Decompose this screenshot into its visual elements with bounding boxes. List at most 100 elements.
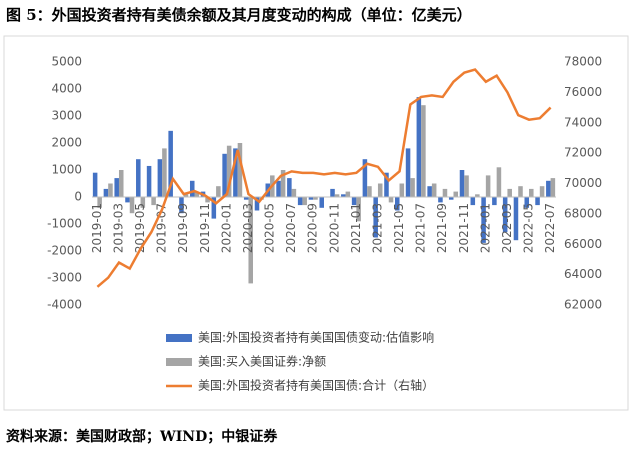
bar xyxy=(507,188,512,197)
x-tick-label: 2022-07 xyxy=(543,203,557,253)
bar xyxy=(146,165,152,197)
bar xyxy=(485,175,491,197)
x-tick-label: 2021-07 xyxy=(414,203,428,253)
x-tick-label: 2020-03 xyxy=(241,203,255,253)
bar xyxy=(341,194,346,197)
bar xyxy=(125,197,130,203)
legend-swatch xyxy=(166,358,192,366)
bar xyxy=(481,197,486,243)
bar xyxy=(388,197,394,203)
x-tick-label: 2020-07 xyxy=(284,203,298,253)
y2-tick-label: 68000 xyxy=(564,206,602,220)
bar xyxy=(442,188,448,197)
bar xyxy=(438,197,443,203)
y-tick-label: 0 xyxy=(74,190,82,204)
bar xyxy=(416,97,422,197)
line xyxy=(96,68,552,288)
bar xyxy=(103,188,109,197)
bar xyxy=(421,105,426,197)
y2-tick-label: 74000 xyxy=(564,115,602,129)
x-tick-label: 2022-05 xyxy=(522,203,536,253)
x-tick-label: 2021-11 xyxy=(457,203,471,253)
bar xyxy=(276,180,281,197)
x-tick-label: 2019-09 xyxy=(176,203,190,253)
bar xyxy=(470,197,476,206)
x-tick-label: 2019-05 xyxy=(133,203,147,253)
y-tick-label: 5000 xyxy=(51,55,82,69)
bar xyxy=(226,145,232,197)
bar xyxy=(302,197,307,206)
bar xyxy=(535,197,540,206)
bar xyxy=(453,191,459,197)
x-tick-label: 2020-09 xyxy=(306,203,320,253)
bar xyxy=(162,148,167,197)
bar xyxy=(405,148,411,197)
bar xyxy=(475,194,480,197)
bar xyxy=(345,191,351,197)
bar xyxy=(492,197,497,206)
y-tick-label: -2000 xyxy=(47,244,82,258)
y-tick-label: 4000 xyxy=(51,82,82,96)
x-tick-label: 2021-03 xyxy=(370,203,384,253)
bar xyxy=(216,186,221,197)
bar xyxy=(168,130,173,197)
legend-label: 美国:外国投资者持有美国国债变动:估值影响 xyxy=(198,330,434,345)
bar xyxy=(237,143,243,197)
bar xyxy=(539,186,545,197)
bar xyxy=(254,197,260,211)
bar xyxy=(157,159,163,197)
bar xyxy=(183,194,189,197)
legend-label: 美国:外国投资者持有美国国债:合计（右轴） xyxy=(198,378,434,393)
y-tick-label: -3000 xyxy=(47,271,82,285)
y2-tick-label: 66000 xyxy=(564,237,602,251)
bar xyxy=(189,180,195,197)
x-tick-label: 2020-11 xyxy=(327,203,341,253)
bar xyxy=(129,197,135,214)
bar xyxy=(377,183,383,197)
bar xyxy=(280,170,286,197)
x-tick-label: 2021-05 xyxy=(392,203,406,253)
y-tick-label: -4000 xyxy=(47,298,82,312)
bar xyxy=(334,194,340,197)
bar xyxy=(194,191,200,197)
chart-frame xyxy=(3,35,629,411)
bar xyxy=(502,197,508,233)
chart-title: 图 5：外国投资者持有美债余额及其月度变动的构成（单位：亿美元） xyxy=(6,6,472,24)
y-tick-label: 2000 xyxy=(51,136,82,150)
bar xyxy=(373,197,378,238)
x-tick-label: 2022-03 xyxy=(500,203,514,253)
bar xyxy=(362,159,368,197)
bar xyxy=(529,188,534,197)
bar xyxy=(97,197,102,208)
bar xyxy=(459,170,465,197)
y2-tick-label: 64000 xyxy=(564,267,602,281)
bar xyxy=(351,197,357,206)
bar xyxy=(118,170,124,197)
bar xyxy=(308,197,314,200)
bar xyxy=(136,159,141,197)
bar xyxy=(319,197,324,208)
bar xyxy=(205,197,210,203)
x-tick-label: 2019-01 xyxy=(90,203,104,253)
x-tick-label: 2020-05 xyxy=(263,203,277,253)
bar xyxy=(140,197,146,208)
x-tick-label: 2021-09 xyxy=(435,203,449,253)
bar xyxy=(410,178,415,197)
bar xyxy=(399,183,405,197)
bar xyxy=(248,197,253,284)
bar xyxy=(151,197,156,206)
y2-tick-label: 76000 xyxy=(564,85,602,99)
legend-label: 美国:买入美国证券:净额 xyxy=(198,354,326,369)
bar xyxy=(291,188,297,197)
x-tick-label: 2019-03 xyxy=(111,203,125,253)
bar xyxy=(513,197,519,241)
bar xyxy=(550,178,556,197)
bar xyxy=(313,197,318,200)
bar xyxy=(518,186,523,197)
bar xyxy=(395,197,400,211)
x-tick-label: 2020-01 xyxy=(219,203,233,253)
y2-tick-label: 78000 xyxy=(564,55,602,69)
bar xyxy=(114,178,119,197)
legend-swatch xyxy=(166,334,192,342)
x-tick-label: 2022-01 xyxy=(478,203,492,253)
